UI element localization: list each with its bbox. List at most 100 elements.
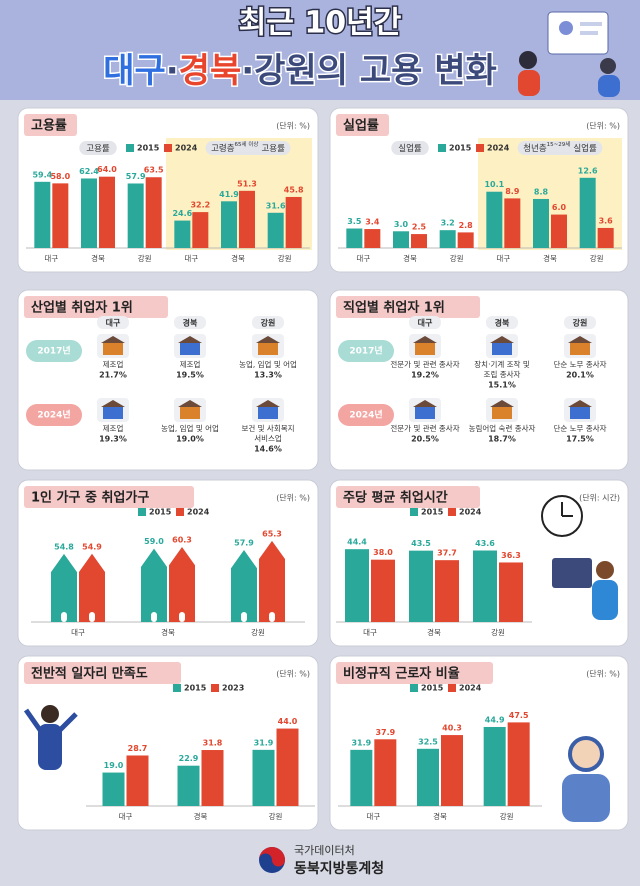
bar: [393, 231, 409, 248]
house-door: [179, 612, 185, 622]
legend-swatch: [211, 684, 219, 692]
cell-share: 21.7%: [99, 371, 127, 380]
x-tick-label: 경북: [194, 811, 208, 821]
value-label: 54.8: [54, 542, 74, 551]
value-label: 41.9: [219, 190, 239, 199]
house-bar: [169, 547, 195, 622]
bar: [371, 559, 395, 622]
value-label: 10.1: [484, 180, 504, 189]
x-tick-label: 경북: [91, 253, 105, 263]
x-tick-label: 강원: [590, 253, 604, 263]
cell-label: 전문가 및 관련 종사자: [390, 359, 459, 369]
value-label: 31.8: [203, 739, 223, 748]
cell-icon-roof: [256, 400, 280, 407]
value-label: 32.5: [418, 737, 438, 746]
panel-title: 1인 가구 중 취업가구: [31, 490, 149, 506]
value-label: 24.6: [172, 209, 192, 218]
x-tick-label: 경북: [231, 253, 245, 263]
bar: [473, 550, 497, 622]
value-label: 2.8: [459, 221, 474, 230]
legend-swatch: [164, 144, 172, 152]
x-tick-label: 경북: [433, 811, 447, 821]
house-bar: [259, 540, 285, 622]
value-label: 8.8: [534, 187, 549, 196]
row-pill: [26, 404, 82, 426]
unit-label: (단위: %): [586, 669, 620, 679]
bar: [364, 229, 381, 248]
cell-icon-shape: [180, 406, 200, 419]
cell-icon-roof: [490, 336, 514, 343]
bar: [346, 228, 363, 248]
bar: [201, 750, 224, 806]
x-tick-label: 대구: [44, 254, 58, 263]
column-label: 경북: [183, 318, 198, 328]
legend-swatch: [173, 684, 181, 692]
legend-label: 2015: [421, 684, 444, 693]
logo-half: [259, 847, 285, 867]
value-label: 40.3: [442, 724, 462, 733]
group-label-main: 청년층: [523, 143, 547, 154]
group-label-pill: [517, 141, 603, 155]
column-label: 대구: [418, 318, 433, 328]
bar: [285, 196, 302, 248]
cell-share: 19.5%: [176, 371, 204, 380]
house-bar: [79, 553, 105, 622]
legend-label: 2015: [149, 508, 172, 517]
value-label: 36.3: [501, 551, 521, 560]
title-part: ·: [166, 51, 179, 91]
panel-title: 전반적 일자리 만족도: [31, 666, 148, 682]
panel: 주당 평균 취업시간 (단위: 시간) 2015 2024 대구 44.4 38.0 경북 43…: [329, 479, 629, 647]
bar: [267, 212, 284, 248]
person-body: [38, 724, 62, 770]
bar: [345, 549, 369, 622]
x-tick-label: 강원: [450, 253, 464, 263]
value-label: 2.5: [412, 223, 427, 232]
bar: [145, 177, 162, 248]
row-label: 2024년: [349, 409, 382, 421]
value-label: 59.0: [144, 537, 164, 546]
x-tick-label: 강원: [491, 627, 505, 637]
bar: [504, 198, 521, 248]
group-label-note: 15~29세: [547, 140, 571, 148]
cell-icon-shape: [492, 342, 512, 355]
value-label: 32.2: [190, 201, 210, 210]
cell-label: 단순 노무 종사자: [553, 359, 606, 369]
house-bar: [51, 553, 77, 622]
column-label: 경북: [495, 318, 510, 328]
value-label: 57.9: [126, 172, 146, 181]
legend-label: 2023: [222, 684, 244, 693]
value-label: 38.0: [373, 548, 393, 557]
legend-swatch: [126, 144, 134, 152]
cell-icon-roof: [413, 400, 437, 407]
cell-label: 농업, 임업 및 어업: [161, 423, 219, 433]
bar: [102, 772, 125, 806]
legend-label: 2024: [459, 684, 482, 693]
bar: [81, 178, 97, 248]
x-tick-label: 대구: [363, 628, 377, 637]
panel-background: [329, 655, 629, 831]
panel-background: [17, 655, 319, 831]
panel-title: 산업별 취업자 1위: [31, 300, 133, 316]
cell-icon-shape: [415, 406, 435, 419]
x-tick-label: 강원: [138, 253, 152, 263]
cell-label: 제조업: [103, 360, 124, 369]
unit-label: (단위: 시간): [579, 493, 620, 503]
value-label: 58.0: [50, 172, 70, 181]
column-pill: [97, 316, 129, 329]
row-label: 2017년: [37, 345, 70, 357]
x-tick-label: 경북: [543, 253, 557, 263]
value-label: 65.3: [262, 529, 282, 538]
legend-label: 2015: [137, 144, 160, 153]
value-label: 6.0: [552, 203, 567, 212]
cell-icon-roof: [413, 336, 437, 343]
x-tick-label: 대구: [356, 254, 370, 263]
bar: [192, 212, 209, 248]
panel-title: 비정규직 근로자 비율: [343, 666, 460, 682]
value-label: 47.5: [509, 711, 529, 720]
panel-title-highlight: [24, 486, 194, 508]
legend-label: 2015: [449, 144, 472, 153]
cell-icon-shape: [570, 342, 590, 355]
panel-title-highlight: [336, 296, 480, 318]
